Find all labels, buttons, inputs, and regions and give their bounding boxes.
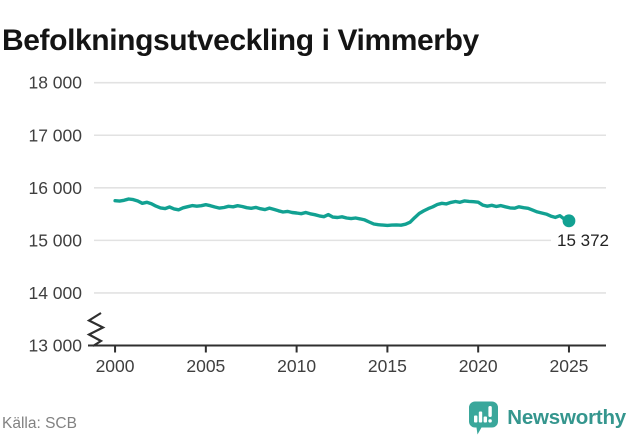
y-tick-label: 13 000 <box>28 336 82 356</box>
y-tick-label: 16 000 <box>28 178 82 198</box>
exclamation-bar <box>488 406 493 417</box>
exclamation-dot <box>488 419 493 423</box>
newsworthy-wordmark: Newsworthy <box>507 406 626 429</box>
x-tick-label: 2020 <box>459 356 498 376</box>
bar-1 <box>474 415 478 423</box>
y-tick-label: 18 000 <box>28 73 82 93</box>
last-point-marker <box>562 214 576 228</box>
axis-break-icon <box>86 312 106 347</box>
newsworthy-logo: Newsworthy <box>468 401 626 435</box>
newsworthy-bars-icon <box>469 401 499 435</box>
chart-title: Befolkningsutveckling i Vimmerby <box>2 24 479 58</box>
y-tick-label: 14 000 <box>28 283 82 303</box>
x-tick-label: 2000 <box>96 356 135 376</box>
last-value-label-bg <box>551 231 613 250</box>
population-line <box>113 197 571 228</box>
y-tick-label: 17 000 <box>28 125 82 145</box>
y-tick-label: 15 000 <box>28 230 82 250</box>
source-note: Källa: SCB <box>2 415 77 432</box>
bar-3 <box>483 416 488 423</box>
x-tick-label: 2010 <box>277 356 316 376</box>
x-tick-label: 2025 <box>549 356 588 376</box>
speech-bubble-shape <box>469 401 499 435</box>
last-value-label: 15 372 <box>557 231 609 250</box>
bar-2 <box>479 411 483 423</box>
x-tick-label: 2015 <box>368 356 407 376</box>
x-tick-label: 2005 <box>186 356 225 376</box>
